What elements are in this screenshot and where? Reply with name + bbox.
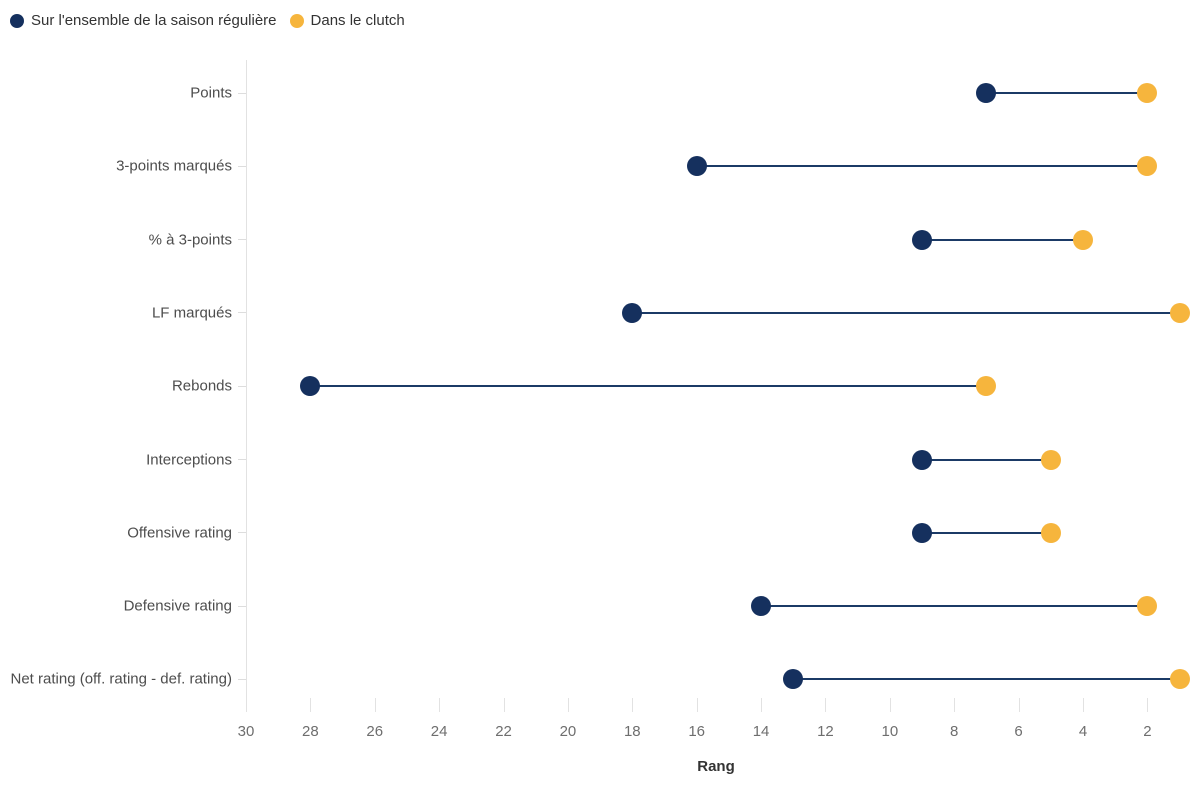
season-rank-dot [783, 669, 804, 690]
clutch-rank-dot [1040, 449, 1061, 470]
x-axis-tick-label: 26 [366, 723, 384, 740]
legend-label: Dans le clutch [310, 12, 405, 29]
y-axis-tick [238, 385, 246, 387]
x-axis-tick-label: 4 [1078, 723, 1088, 740]
x-axis-tick-label: 24 [430, 723, 448, 740]
x-axis-tick [761, 698, 763, 712]
x-axis-tick [1018, 698, 1020, 712]
x-axis-tick [439, 698, 441, 712]
legend-label: Sur l'ensemble de la saison régulière [31, 12, 277, 29]
clutch-rank-dot [1137, 83, 1158, 103]
dumbbell-connector [632, 311, 1180, 314]
y-axis-line [246, 60, 247, 710]
x-axis-tick [954, 698, 956, 712]
clutch-rank-dot [1040, 522, 1061, 543]
x-axis-tick-label: 12 [817, 723, 834, 740]
legend-dot-icon [289, 13, 304, 28]
season-rank-dot [976, 83, 997, 103]
season-rank-dot [686, 156, 707, 177]
y-axis-tick [238, 92, 246, 94]
x-axis-tick [567, 698, 569, 712]
season-rank-dot [751, 596, 772, 617]
x-axis-tick-label: 18 [623, 723, 641, 740]
x-axis-tick-label: 10 [881, 723, 899, 740]
season-rank-dot [912, 522, 933, 543]
x-axis-tick [246, 698, 247, 712]
y-axis-tick [238, 678, 246, 680]
x-axis-tick-label: 22 [495, 723, 512, 740]
x-axis-title: Rang [697, 758, 735, 775]
legend-item: Sur l'ensemble de la saison régulière [10, 12, 277, 29]
category-label: Offensive rating [127, 524, 232, 542]
clutch-rank-dot [1137, 596, 1158, 617]
x-axis-tick [889, 698, 891, 712]
season-rank-dot [300, 376, 321, 397]
x-axis-tick-label: 8 [950, 723, 959, 740]
season-rank-dot [912, 449, 933, 470]
category-label: 3-points marqués [116, 157, 232, 175]
season-rank-dot [912, 229, 933, 250]
x-axis-tick [503, 698, 505, 712]
dumbbell-connector [986, 92, 1148, 94]
clutch-rank-dot [1169, 669, 1190, 690]
chart-legend: Sur l'ensemble de la saison régulière Dan… [10, 12, 405, 29]
dumbbell-connector [761, 605, 1148, 608]
x-axis-tick [374, 698, 376, 712]
category-label: Defensive rating [123, 597, 232, 615]
x-axis-tick [696, 698, 698, 712]
dumbbell-connector [793, 678, 1180, 681]
x-axis-tick [1082, 698, 1084, 712]
season-rank-dot [622, 302, 643, 323]
x-axis-tick [632, 698, 634, 712]
y-axis-tick [238, 312, 246, 314]
clutch-rank-dot [1169, 302, 1190, 323]
y-axis-tick [238, 605, 246, 607]
clutch-rank-dot [1072, 229, 1093, 250]
y-axis-tick [238, 532, 246, 534]
category-label: Interceptions [146, 451, 232, 468]
dumbbell-connector [310, 385, 987, 388]
x-axis-tick [310, 698, 312, 712]
category-label: Points [190, 84, 232, 102]
x-axis-tick-label: 20 [559, 723, 577, 740]
x-axis-tick-label: 2 [1143, 723, 1152, 740]
x-axis-tick-label: 6 [1014, 723, 1023, 740]
y-axis-tick [238, 239, 246, 241]
category-label: Net rating (off. rating - def. rating) [10, 670, 233, 688]
x-axis-tick [825, 698, 827, 712]
clutch-rank-dot [1137, 156, 1158, 177]
category-label: Rebonds [171, 377, 232, 395]
x-axis-tick-label: 16 [688, 723, 706, 740]
category-label: % à 3-points [148, 231, 232, 249]
legend-item: Dans le clutch [289, 12, 405, 29]
x-axis-tick [1147, 698, 1149, 712]
dumbbell-connector [922, 531, 1051, 534]
x-axis-tick-label: 14 [752, 723, 770, 740]
y-axis-tick [238, 165, 246, 167]
legend-dot-icon [10, 13, 24, 28]
dumbbell-connector [922, 238, 1083, 241]
x-axis-tick-label: 30 [237, 723, 255, 740]
category-label: LF marqués [151, 304, 232, 322]
clutch-rank-dot [976, 376, 997, 397]
dumbbell-connector [922, 458, 1051, 461]
dumbbell-connector [696, 165, 1148, 168]
x-axis-tick-label: 28 [302, 723, 319, 740]
y-axis-tick [238, 459, 246, 460]
